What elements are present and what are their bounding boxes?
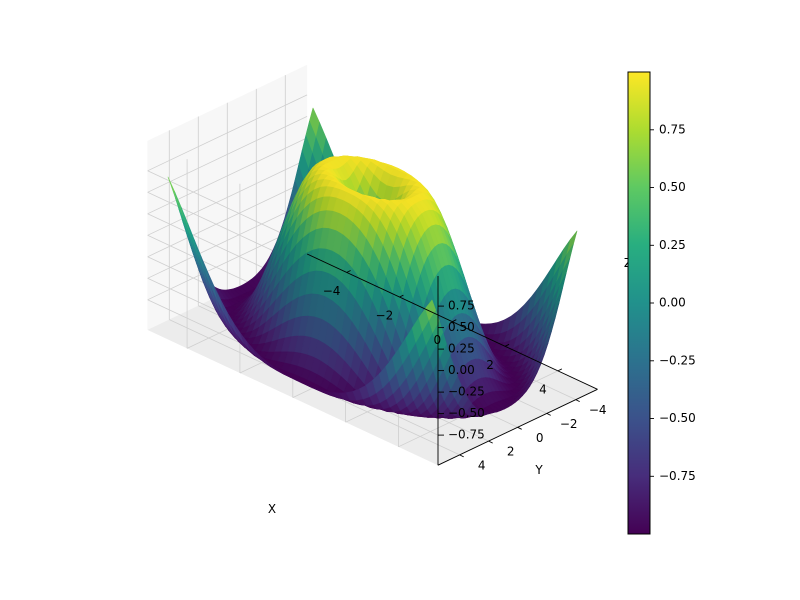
gridline [147,94,308,172]
x-tick [452,319,457,323]
x-tick-label: 4 [539,382,547,396]
colorbar: −0.75 −0.50 −0.25 0.00 0.25 0.50 0.75 [627,71,696,535]
x-tick [399,294,404,298]
y-axis-label: Y [534,463,543,477]
x-axis-label: X [268,502,276,516]
y-tick [575,399,580,403]
z-tick-label: 0.50 [448,320,475,334]
surface-plot [167,107,578,419]
y-tick-label: −4 [589,403,607,417]
y-tick-label: 2 [507,445,515,459]
x-tick-label: −2 [376,309,394,323]
gridline [147,137,308,215]
y-tick [459,454,464,458]
gridline [147,202,308,279]
colorbar-fill [628,72,650,534]
z-tick-label: −0.75 [448,428,485,442]
x-tick-label: 2 [486,358,494,372]
z-tick-label: −0.50 [448,406,485,420]
colorbar-tick-label: −0.75 [659,469,696,483]
colorbar-tick-label: 0.50 [659,180,686,194]
x-tick-label: 0 [433,333,441,347]
y-tick-label: 4 [478,458,486,472]
colorbar-tick-label: 0.75 [659,122,686,136]
colorbar-ticks: −0.75 −0.50 −0.25 0.00 0.25 0.50 0.75 [650,122,696,483]
y-tick [546,412,551,416]
colorbar-tick-label: −0.50 [659,411,696,425]
y-tick [517,426,522,430]
gridline [147,180,308,258]
x-tick [504,343,510,347]
gridline [147,159,308,236]
y-tick-label: 0 [536,431,544,445]
x-tick-label: −4 [323,284,341,298]
axes-3d: −4 −2 0 2 4 −4 −2 0 2 4 −0.75 −0.50 −0.25 0.00 0.25 0.5… [147,64,632,516]
axis-tick-labels: −4 −2 0 2 4 −4 −2 0 2 4 −0.75 −0.50 −0.25 0.00 0.25 0.5… [323,284,607,472]
z-tick-label: 0.75 [448,299,475,313]
z-tick-label: 0.00 [448,363,475,377]
y-tick [488,440,493,444]
colorbar-tick-label: −0.25 [659,353,696,367]
z-tick-label: 0.25 [448,342,475,356]
colorbar-tick-label: 0.25 [659,238,686,252]
y-tick-label: −2 [560,417,578,431]
gridline [147,116,308,193]
x-tick [346,270,351,273]
colorbar-tick-label: 0.00 [659,296,686,310]
x-tick [557,368,563,372]
axis-ticks [346,270,580,458]
z-tick-label: −0.25 [448,385,485,399]
